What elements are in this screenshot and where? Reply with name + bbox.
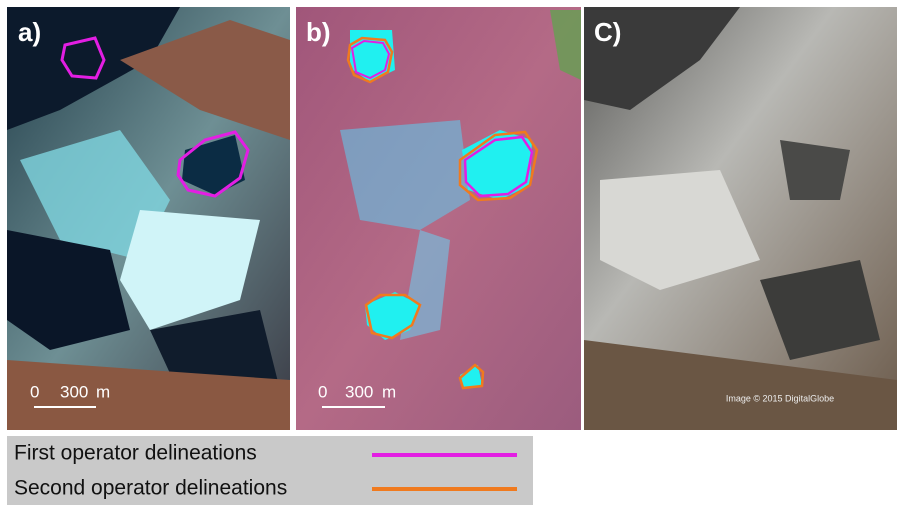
scale-zero: 0: [318, 382, 327, 401]
image-credit: Image © 2015 DigitalGlobe: [726, 393, 834, 403]
scale-unit: m: [96, 382, 110, 401]
scale-length: 300: [60, 382, 88, 401]
panel-label: C): [594, 17, 621, 47]
panel-label: a): [18, 17, 41, 47]
figure: a) 0 300 m b) 0 300 m Image © 2015 Dig: [0, 0, 898, 505]
legend: First operator delineations Second opera…: [7, 436, 533, 505]
scale-length: 300: [345, 382, 373, 401]
panel-a: a) 0 300 m: [7, 7, 290, 430]
legend-label: First operator delineations: [14, 442, 257, 465]
legend-label: Second operator delineations: [14, 477, 287, 500]
panel-c: Image © 2015 DigitalGlobe C): [584, 7, 897, 430]
scale-unit: m: [382, 382, 396, 401]
scale-zero: 0: [30, 382, 39, 401]
panel-label: b): [306, 17, 331, 47]
panel-b: b) 0 300 m: [296, 7, 581, 430]
